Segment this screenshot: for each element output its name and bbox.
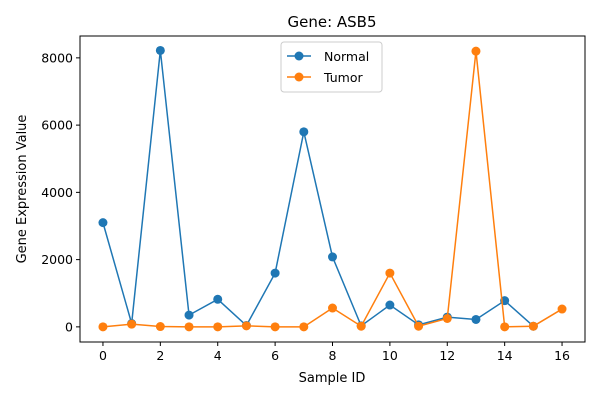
data-point-tumor [356,321,366,331]
x-tick-label: 2 [156,348,164,363]
data-point-tumor [155,322,165,332]
data-point-tumor [328,303,337,313]
x-tick-label: 0 [99,348,107,363]
data-point-tumor [270,322,280,332]
legend-label-tumor: Tumor [323,70,363,85]
y-axis-label: Gene Expression Value [15,115,30,264]
data-point-tumor [184,322,194,332]
x-tick-label: 16 [554,348,570,363]
y-tick-label: 0 [65,319,73,334]
data-point-tumor [414,321,424,331]
data-point-tumor [500,322,510,332]
y-tick-label: 8000 [41,50,73,65]
data-point-normal [299,127,309,137]
legend-marker-tumor [294,72,304,82]
data-point-normal [385,300,395,310]
data-point-normal [270,268,280,278]
data-point-normal [98,218,108,228]
data-point-tumor [98,322,108,332]
legend-frame [280,41,383,93]
data-point-tumor [241,321,251,331]
data-point-tumor [127,319,137,329]
data-point-tumor [213,322,223,332]
series-line-normal [102,50,534,328]
legend-label-normal: Normal [324,49,369,64]
data-point-normal [155,45,165,55]
data-point-tumor [299,322,309,332]
y-tick-label: 6000 [41,118,73,133]
x-tick-label: 6 [271,348,279,363]
data-point-normal [328,252,337,262]
series-layer [98,45,567,332]
axis-ticks: 0 2 4 6 8 10 12 14 16 0 2000 4000 6000 8000 [41,50,570,363]
x-axis-label: Sample ID [299,371,366,386]
x-tick-label: 10 [382,348,398,363]
legend-marker-normal [294,51,304,61]
data-point-tumor [471,46,481,56]
data-point-tumor [442,313,452,323]
y-tick-label: 2000 [41,252,73,267]
legend: Normal Tumor [280,41,383,93]
data-point-normal [184,310,194,320]
x-tick-label: 8 [329,348,337,363]
x-tick-label: 12 [439,348,455,363]
data-point-normal [213,294,223,304]
data-point-tumor [528,321,538,331]
y-tick-label: 4000 [41,185,73,200]
x-tick-label: 14 [497,348,513,363]
data-point-normal [471,314,481,324]
chart-title: Gene: ASB5 [287,13,376,31]
data-point-tumor [385,268,395,278]
data-point-tumor [557,304,567,314]
x-tick-label: 4 [214,348,222,363]
